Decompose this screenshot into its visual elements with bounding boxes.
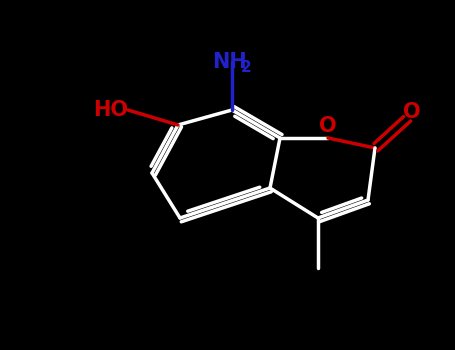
Text: 2: 2 xyxy=(241,60,251,75)
Text: NH: NH xyxy=(212,52,248,72)
Text: O: O xyxy=(403,102,421,122)
Text: O: O xyxy=(319,116,337,136)
Text: HO: HO xyxy=(93,100,128,120)
